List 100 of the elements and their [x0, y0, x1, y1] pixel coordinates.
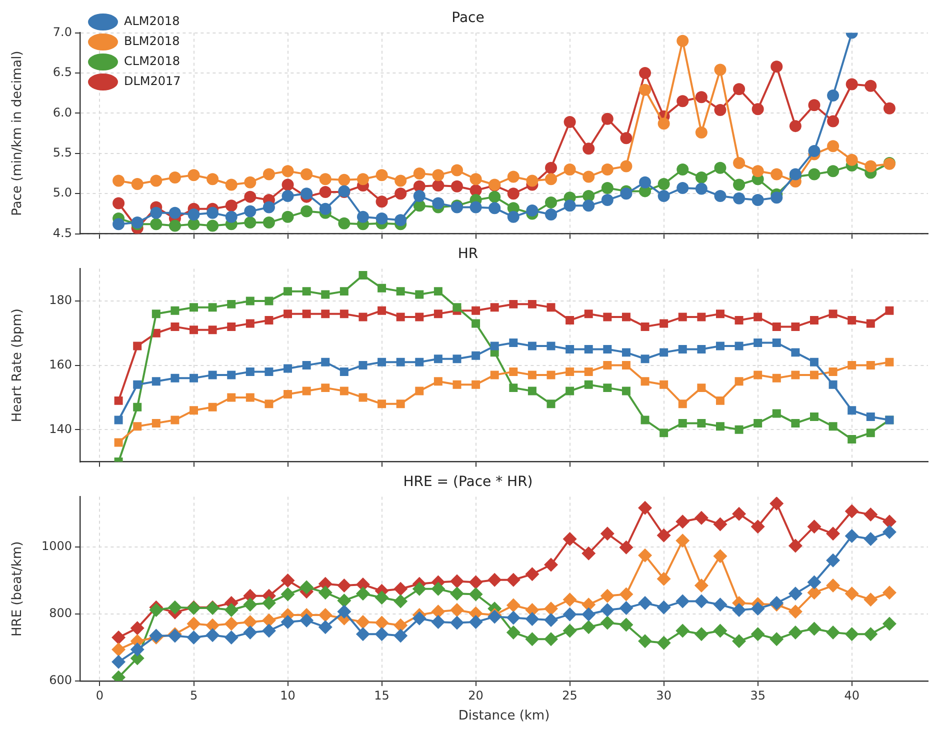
x-tick-label: 25: [562, 688, 578, 702]
point: [789, 168, 802, 180]
point: [507, 210, 520, 223]
point: [168, 220, 181, 232]
y-tick-label: 160: [49, 357, 72, 372]
point: [374, 627, 389, 642]
point: [133, 342, 142, 350]
point: [752, 103, 764, 116]
point: [509, 384, 518, 392]
point: [826, 578, 840, 593]
point: [770, 632, 784, 646]
point: [676, 624, 690, 638]
point: [546, 303, 556, 312]
point: [415, 358, 424, 366]
point: [262, 624, 276, 638]
point: [600, 526, 614, 541]
point: [338, 174, 350, 186]
x-tick-label: 20: [468, 688, 484, 702]
point: [619, 587, 634, 602]
point: [284, 390, 292, 398]
point: [622, 348, 630, 357]
point: [225, 178, 238, 191]
point: [150, 206, 162, 219]
point: [582, 142, 595, 155]
point: [190, 326, 198, 334]
legend-label: DLM2017: [124, 74, 181, 88]
point: [300, 613, 314, 628]
point: [190, 374, 198, 382]
point: [262, 613, 276, 628]
point: [227, 300, 236, 308]
point: [658, 190, 670, 202]
point: [450, 603, 464, 617]
point: [584, 367, 593, 376]
point: [544, 613, 558, 628]
point: [810, 412, 818, 422]
point: [676, 182, 689, 194]
point: [318, 620, 332, 634]
point: [770, 496, 784, 510]
point: [660, 348, 668, 357]
point: [695, 172, 708, 184]
point: [188, 169, 200, 182]
point: [697, 384, 706, 392]
point: [732, 634, 746, 648]
point: [506, 625, 520, 640]
point: [566, 386, 574, 396]
point: [488, 190, 501, 203]
point: [732, 603, 746, 617]
point: [638, 548, 652, 562]
point: [656, 528, 671, 542]
point: [882, 586, 896, 600]
point: [112, 197, 125, 210]
point: [224, 616, 238, 631]
point: [603, 384, 612, 392]
y-tick-label: 6.0: [52, 105, 72, 120]
point: [828, 310, 838, 318]
x-tick-label: 10: [280, 688, 296, 702]
point: [864, 592, 878, 607]
point: [280, 615, 295, 630]
point: [282, 210, 294, 223]
point: [170, 322, 180, 331]
point: [488, 202, 501, 214]
point: [656, 600, 671, 614]
chart-title: HR: [458, 246, 478, 262]
point: [754, 312, 762, 322]
point: [206, 206, 219, 219]
point: [321, 358, 330, 366]
point: [356, 210, 369, 223]
point: [376, 196, 388, 208]
point: [694, 578, 708, 593]
point: [846, 154, 858, 166]
point: [827, 115, 840, 128]
point: [791, 322, 800, 331]
point: [356, 615, 370, 630]
point: [468, 575, 483, 590]
point: [695, 126, 708, 138]
point: [620, 132, 632, 144]
point: [319, 186, 332, 198]
point: [472, 319, 480, 328]
point: [509, 300, 518, 308]
point: [431, 582, 446, 596]
point: [828, 422, 838, 431]
point: [378, 400, 386, 408]
point: [546, 400, 556, 408]
point: [622, 312, 630, 322]
point: [490, 370, 499, 380]
point: [770, 192, 783, 204]
point: [434, 377, 442, 386]
point: [826, 526, 840, 541]
point: [170, 416, 180, 424]
point: [807, 520, 822, 534]
point: [866, 412, 875, 422]
point: [676, 514, 690, 529]
point: [844, 627, 859, 642]
point: [450, 586, 464, 601]
point: [243, 598, 258, 612]
point: [733, 83, 746, 96]
point: [678, 312, 687, 322]
point: [246, 319, 254, 328]
point: [319, 202, 332, 215]
x-tick-label: 30: [656, 688, 672, 702]
